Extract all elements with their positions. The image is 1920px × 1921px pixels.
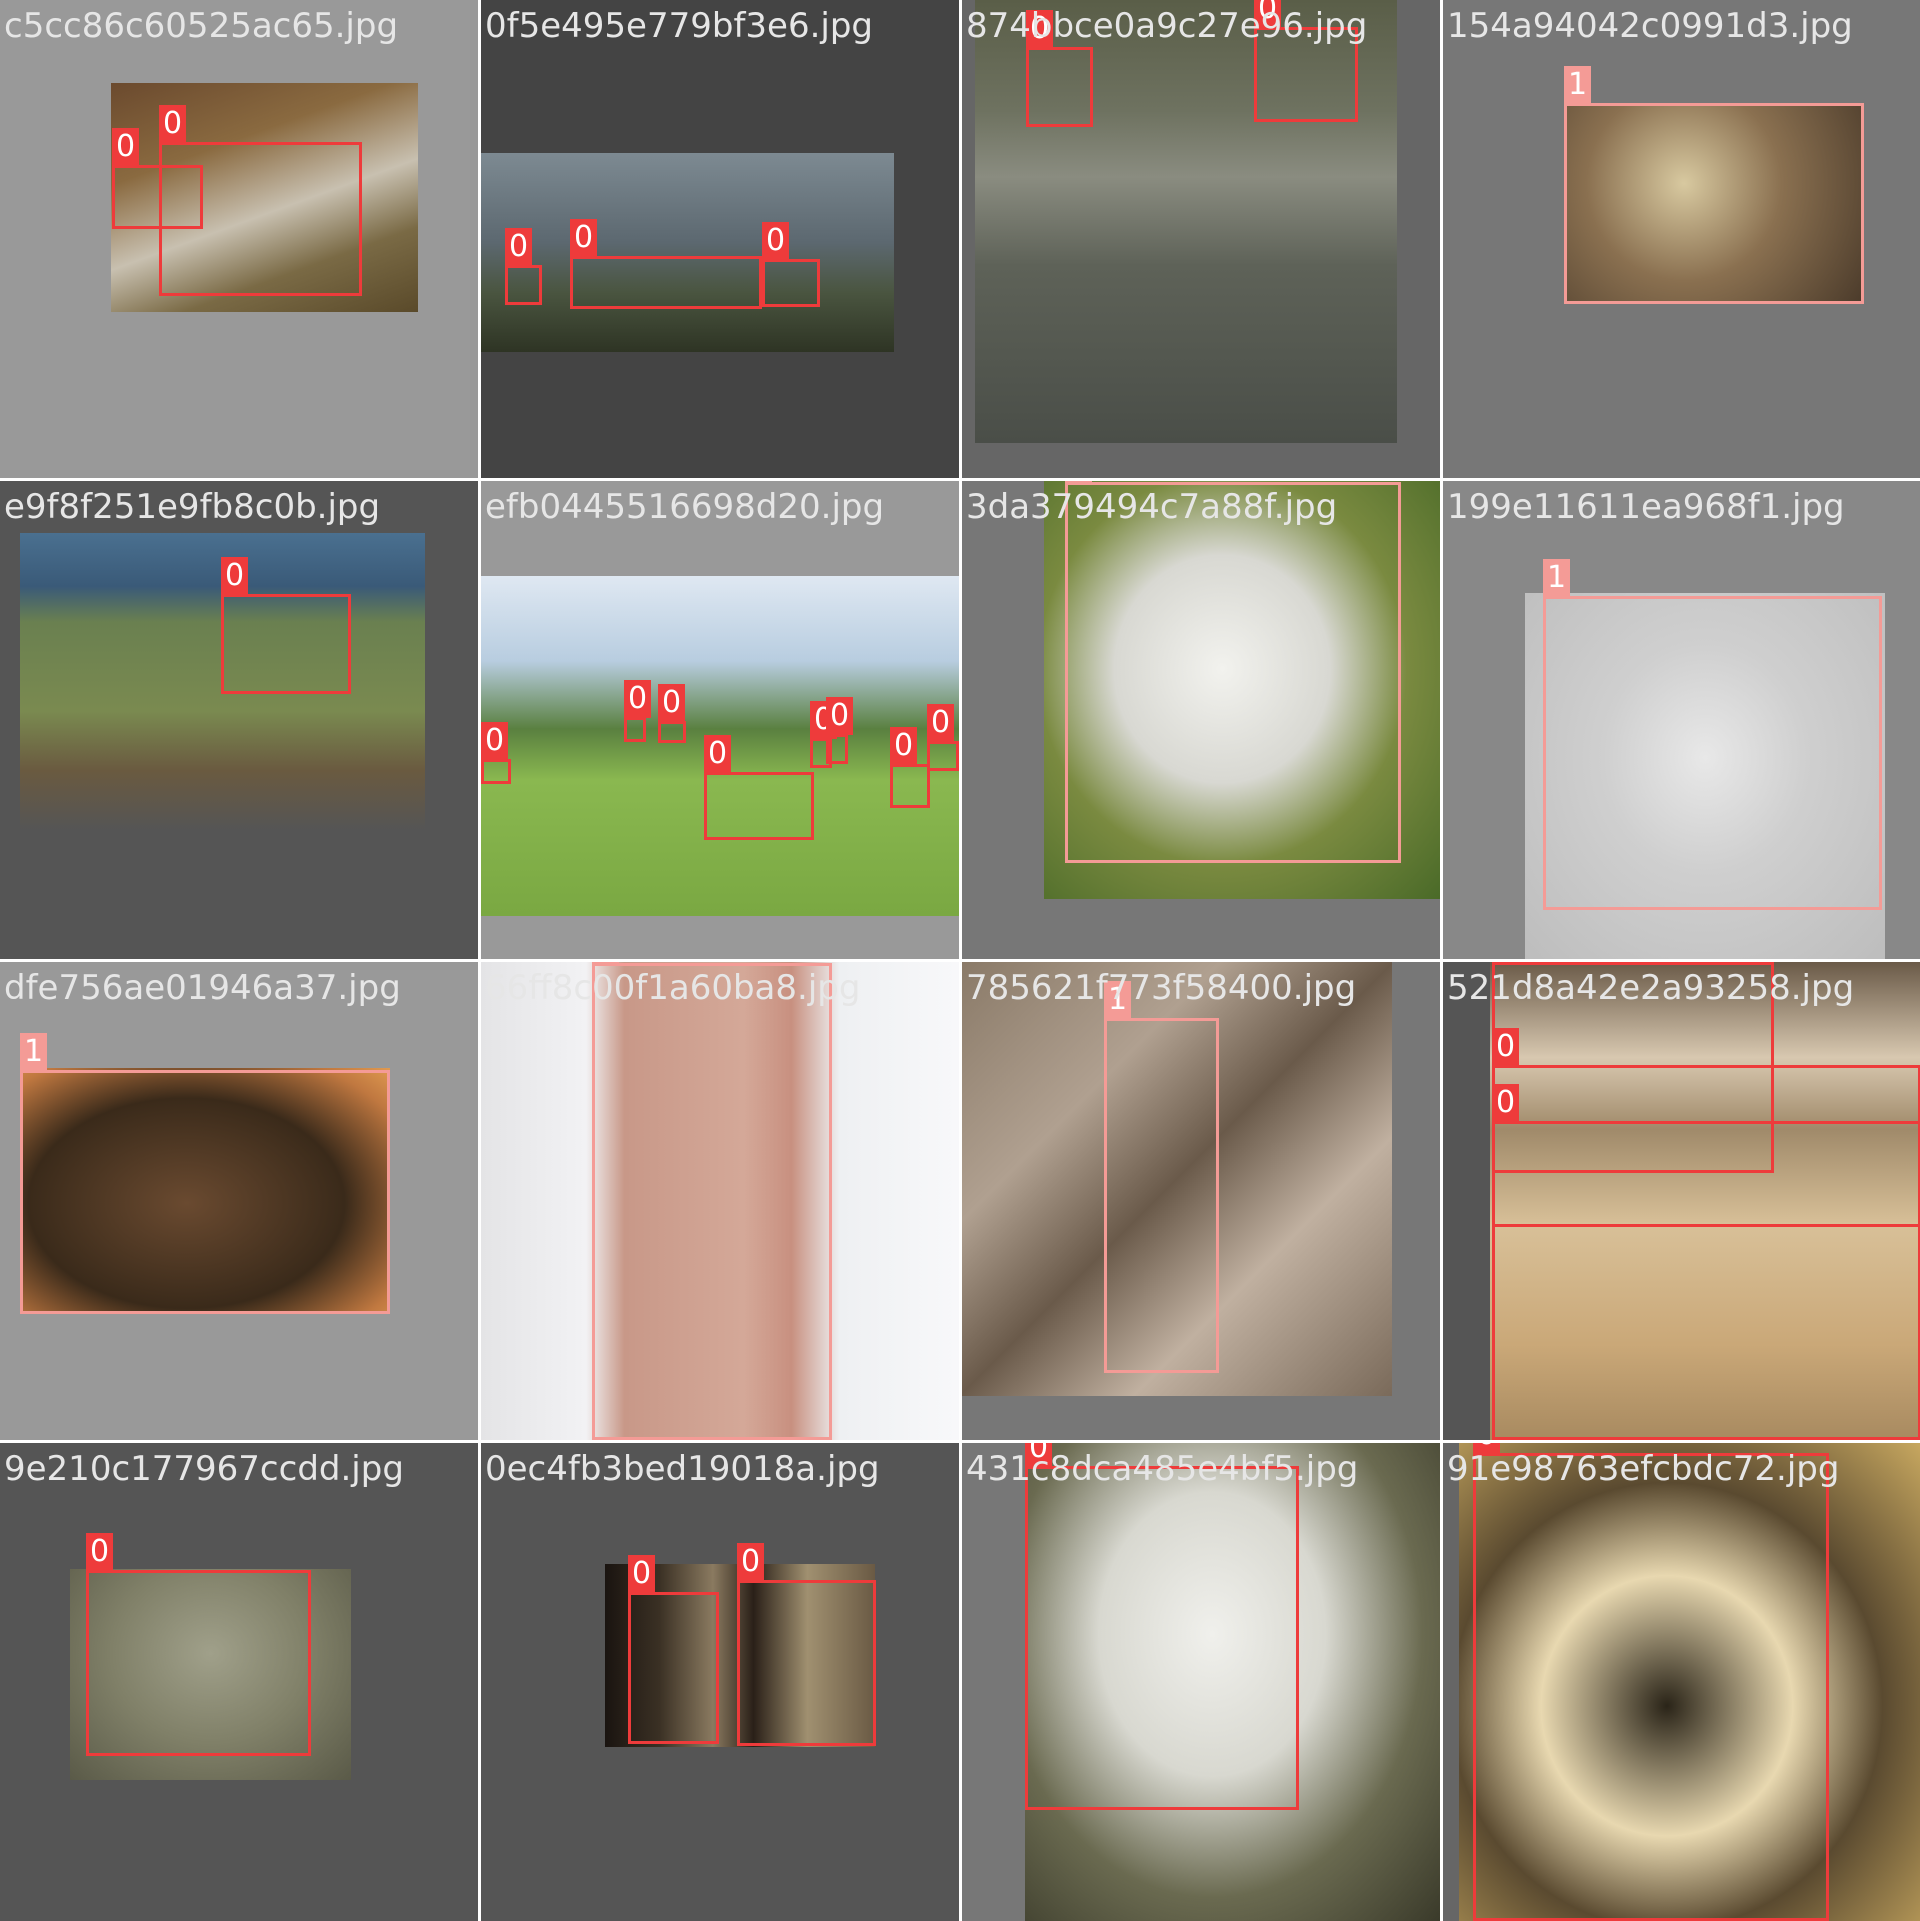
bounding-box: 0 [505,228,542,305]
tile: 0 0 874bbce0a9c27e96.jpg [962,0,1440,478]
class-label: 0 [1492,962,1520,963]
bounding-box: 0 [1254,0,1358,122]
class-label: 0 [624,680,652,718]
bounding-box: 1 [1543,559,1882,910]
photo [975,0,1397,443]
bounding-box: 0 [86,1533,311,1756]
tile: 1 199e11611ea968f1.jpg [1443,481,1920,959]
bounding-box: 0 [481,722,511,784]
photo [481,962,959,1440]
class-label: 0 [570,219,598,257]
filename-label: 0ec4fb3bed19018a.jpg [485,1449,880,1489]
photo [20,1068,390,1314]
class-label: 0 [1025,1443,1053,1467]
photo [1459,1443,1920,1921]
filename-label: efb0445516698d20.jpg [485,487,885,527]
bounding-box: 0 [1473,1443,1829,1921]
class-label: 1 [1065,481,1093,483]
class-label: 0 [505,228,533,266]
filename-label: e9f8f251e9fb8c0b.jpg [4,487,381,527]
class-label: 0 [1492,1028,1520,1066]
bounding-box: 0 [221,557,351,694]
class-label: 0 [737,1543,765,1581]
bounding-box: 1 [1104,981,1219,1373]
class-label: 0 [159,105,187,143]
tile: 1 3da379494c7a88f.jpg [962,481,1440,959]
class-label: 1 [592,962,620,964]
class-label: 0 [112,128,140,166]
class-label: 0 [221,557,249,595]
filename-label: 9e210c177967ccdd.jpg [4,1449,404,1489]
tile: 0 9e210c177967ccdd.jpg [0,1443,478,1921]
photo [1025,1443,1440,1921]
filename-label: 0f5e495e779bf3e6.jpg [485,6,874,46]
filename-label: 154a94042c0991d3.jpg [1447,6,1853,46]
class-label: 0 [762,222,790,260]
class-label: 0 [1473,1443,1501,1454]
photo [1564,103,1864,304]
class-label: 0 [890,727,918,765]
class-label: 0 [628,1555,656,1593]
class-label: 0 [704,735,732,773]
tile: 1 785621f773f58400.jpg [962,962,1440,1440]
tile: 0 0 0 521d8a42e2a93258.jpg [1443,962,1920,1440]
bounding-box: 0 [628,1555,719,1744]
bounding-box: 0 [704,735,814,840]
tile: 1 154a94042c0991d3.jpg [1443,0,1920,478]
bounding-box: 0 [762,222,820,307]
class-label: 0 [927,704,955,742]
class-label: 0 [481,722,509,760]
bounding-box: 0 [624,680,652,742]
bounding-box: 0 [826,697,854,764]
class-label: 0 [826,697,854,735]
class-label: 0 [1254,0,1282,28]
photo [1525,593,1885,959]
tile: 0 0 0ec4fb3bed19018a.jpg [481,1443,959,1921]
class-label: 0 [1492,1084,1520,1122]
bounding-box: 0 [1026,10,1093,127]
bounding-box: 1 [20,1033,390,1314]
class-label: 0 [86,1533,114,1571]
tile: 0 0 c5cc86c60525ac65.jpg [0,0,478,478]
tile: 0 431c8dca485e4bf5.jpg [962,1443,1440,1921]
bounding-box: 0 [1492,1084,1920,1440]
filename-label: dfe756ae01946a37.jpg [4,968,401,1008]
tile: 0 91e98763efcbdc72.jpg [1443,1443,1920,1921]
photo [70,1569,351,1780]
bounding-box: 1 [1065,481,1401,863]
bounding-box: 0 [810,701,838,768]
tile: 1 66ff8c00f1a60ba8.jpg [481,962,959,1440]
bounding-box: 0 [658,684,686,743]
photo [1044,481,1440,899]
bounding-box: 0 [1025,1443,1299,1810]
class-label: 1 [1564,66,1592,104]
photo [1490,962,1920,1440]
filename-label: c5cc86c60525ac65.jpg [4,6,399,46]
bounding-box: 0 [159,105,362,296]
filename-label: 199e11611ea968f1.jpg [1447,487,1845,527]
tile: 1 dfe756ae01946a37.jpg [0,962,478,1440]
tile: 0 0 0 0f5e495e779bf3e6.jpg [481,0,959,478]
bounding-box: 0 [112,128,203,229]
tile: 0 e9f8f251e9fb8c0b.jpg [0,481,478,959]
bounding-box: 1 [1564,66,1864,304]
bounding-box: 0 [570,219,762,309]
photo [962,962,1392,1396]
class-label: 0 [1026,10,1054,48]
photo [481,153,894,352]
class-label: 1 [20,1033,48,1071]
class-label: 1 [1104,981,1132,1019]
bounding-box: 0 [890,727,930,808]
class-label: 0 [658,684,686,722]
bounding-box: 0 [737,1543,876,1746]
bounding-box: 0 [927,704,959,771]
tile: 0 0 0 0 0 0 0 0 efb0445516698d20.jpg [481,481,959,959]
class-label: 1 [1543,559,1571,597]
bounding-box: 1 [592,962,832,1440]
